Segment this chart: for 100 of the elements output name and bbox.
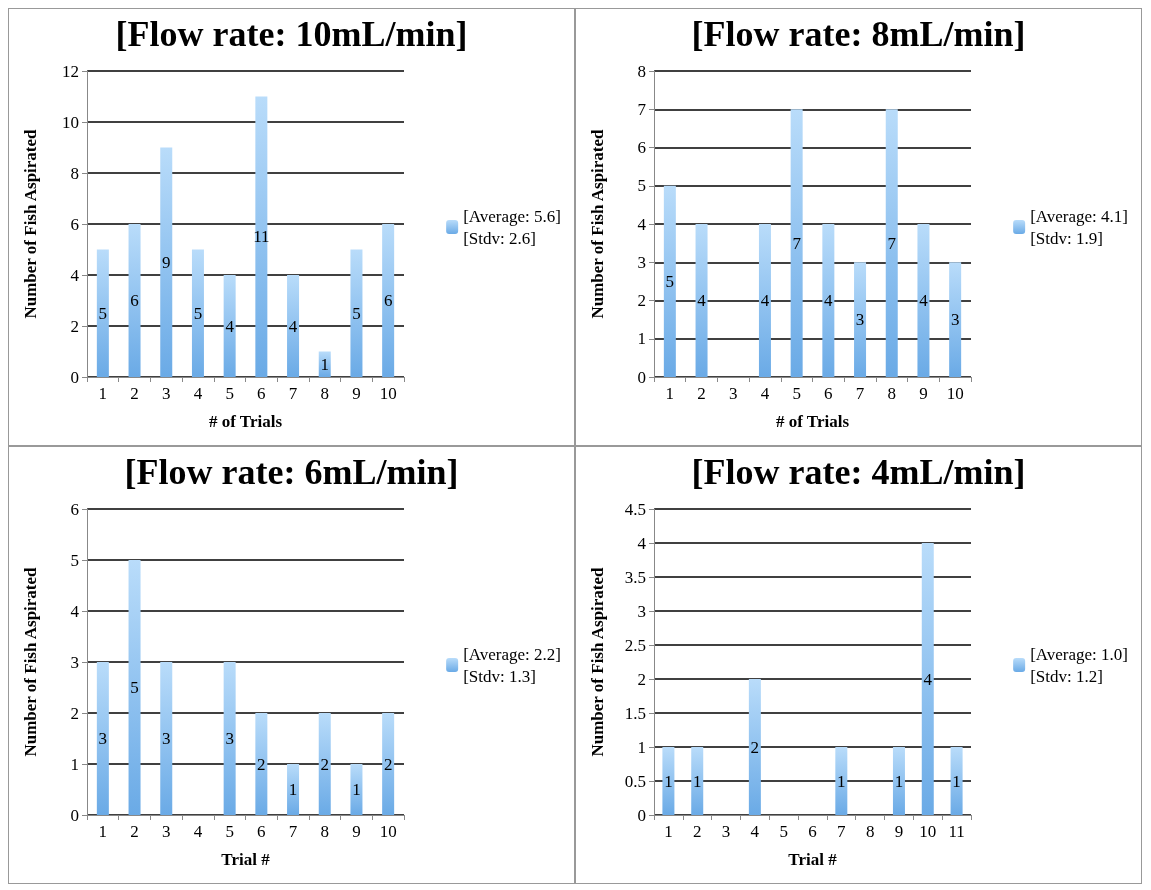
bar <box>921 543 934 815</box>
bar <box>96 249 109 377</box>
bar <box>854 262 867 377</box>
y-tick-label: 4.5 <box>624 499 646 519</box>
bar <box>885 109 898 377</box>
data-label: 5 <box>665 271 675 291</box>
y-tick-label: 2 <box>637 669 646 689</box>
data-label: 3 <box>855 310 865 330</box>
bar <box>128 560 141 815</box>
x-tick-label: 7 <box>288 384 298 403</box>
x-tick-label: 10 <box>919 822 937 841</box>
data-label: 2 <box>750 737 760 757</box>
y-tick-label: 1 <box>637 737 646 757</box>
x-tick-label: 5 <box>792 384 801 403</box>
y-tick-label: 6 <box>70 499 79 519</box>
data-label: 1 <box>837 771 846 791</box>
bar <box>662 747 675 815</box>
y-tick-label: 10 <box>62 112 79 132</box>
x-tick-label: 8 <box>887 384 896 403</box>
bar <box>691 747 704 815</box>
data-label: 7 <box>887 233 897 253</box>
x-tick-label: 4 <box>760 384 770 403</box>
chart-title: [Flow rate: 4mL/min] <box>691 452 1026 492</box>
data-label: 3 <box>950 310 960 330</box>
x-tick-label: 1 <box>98 384 108 403</box>
data-label: 7 <box>792 233 802 253</box>
y-tick-label: 1 <box>637 329 646 349</box>
y-axis-title: Number of Fish Aspirated <box>21 566 40 757</box>
y-axis-title: Number of Fish Aspirated <box>588 128 607 319</box>
y-tick-label: 7 <box>637 99 647 119</box>
data-label: 4 <box>824 291 834 310</box>
x-tick-label: 6 <box>824 384 833 403</box>
data-label: 1 <box>320 354 329 374</box>
x-tick-label: 4 <box>193 822 203 841</box>
data-label: 3 <box>162 729 171 748</box>
bar <box>318 713 331 815</box>
y-tick-label: 1.5 <box>624 703 646 723</box>
x-tick-label: 4 <box>750 822 760 841</box>
y-axis-title: Number of Fish Aspirated <box>588 566 607 757</box>
y-tick-label: 2 <box>70 316 79 336</box>
legend-label: [Average: 4.1] [Stdv: 1.9] <box>1030 206 1128 248</box>
x-tick-label: 1 <box>98 822 108 841</box>
data-label: 1 <box>352 780 361 799</box>
x-tick-label: 3 <box>721 822 731 841</box>
x-tick-label: 5 <box>225 822 234 841</box>
x-tick-label: 2 <box>130 384 139 403</box>
x-tick-label: 3 <box>729 384 738 403</box>
y-tick-label: 2 <box>637 291 646 310</box>
x-tick-label: 3 <box>162 384 171 403</box>
bar <box>835 747 848 815</box>
y-tick-label: 5 <box>637 176 646 196</box>
legend-label: [Average: 2.2] [Stdv: 1.3] <box>463 644 561 686</box>
data-label: 5 <box>98 303 108 323</box>
bar <box>255 96 268 377</box>
x-tick-label: 6 <box>808 822 817 841</box>
bar <box>287 275 300 377</box>
x-tick-label: 9 <box>352 822 361 841</box>
x-tick-label: 11 <box>948 822 965 841</box>
bar <box>892 747 905 815</box>
bar <box>790 109 803 377</box>
y-tick-label: 3.5 <box>624 567 646 587</box>
y-tick-label: 4 <box>637 214 647 234</box>
data-label: 1 <box>894 771 904 791</box>
x-tick-label: 8 <box>320 822 329 841</box>
data-label: 4 <box>697 291 707 310</box>
x-tick-label: 9 <box>894 822 904 841</box>
x-tick-label: 2 <box>130 822 139 841</box>
y-tick-label: 6 <box>70 214 79 234</box>
x-tick-label: 8 <box>320 384 329 403</box>
bar <box>96 662 109 815</box>
data-label: 5 <box>193 303 203 323</box>
legend-label: [Average: 1.0] [Stdv: 1.2] <box>1030 644 1128 686</box>
bar <box>255 713 268 815</box>
data-label: 6 <box>130 291 139 310</box>
x-tick-label: 10 <box>379 822 397 841</box>
y-tick-label: 4 <box>70 265 80 285</box>
bar <box>191 249 204 377</box>
y-tick-label: 5 <box>70 550 79 570</box>
bar <box>663 185 676 377</box>
y-tick-label: 6 <box>637 138 646 157</box>
y-tick-label: 0 <box>70 367 79 387</box>
bar <box>382 224 395 377</box>
bar <box>128 224 141 377</box>
x-tick-label: 6 <box>257 822 266 841</box>
bar <box>949 262 962 377</box>
x-tick-label: 8 <box>865 822 875 841</box>
data-label: 4 <box>919 291 929 310</box>
data-label: 4 <box>923 669 933 689</box>
y-tick-label: 12 <box>62 61 79 81</box>
bar <box>695 224 708 377</box>
bar <box>822 224 835 377</box>
bar <box>160 147 173 377</box>
y-tick-label: 4 <box>70 601 80 621</box>
data-label: 3 <box>225 729 234 748</box>
y-tick-label: 2.5 <box>624 635 646 655</box>
x-tick-label: 9 <box>352 384 361 403</box>
bar <box>382 713 395 815</box>
data-label: 1 <box>288 780 298 799</box>
x-tick-label: 2 <box>697 384 706 403</box>
data-label: 4 <box>225 316 235 336</box>
